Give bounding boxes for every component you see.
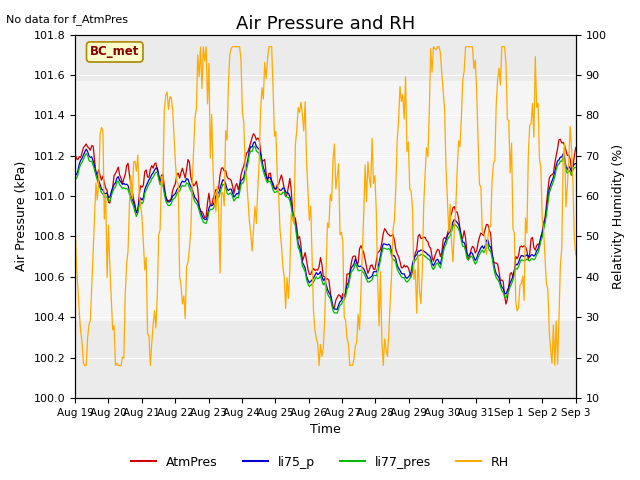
Text: No data for f_AtmPres: No data for f_AtmPres [6, 14, 129, 25]
Text: BC_met: BC_met [90, 46, 140, 59]
Title: Air Pressure and RH: Air Pressure and RH [236, 15, 415, 33]
Legend: AtmPres, li75_p, li77_pres, RH: AtmPres, li75_p, li77_pres, RH [126, 451, 514, 474]
Y-axis label: Relativity Humidity (%): Relativity Humidity (%) [612, 144, 625, 289]
Bar [75, 81, 576, 321]
Y-axis label: Air Pressure (kPa): Air Pressure (kPa) [15, 161, 28, 271]
X-axis label: Time: Time [310, 423, 340, 436]
